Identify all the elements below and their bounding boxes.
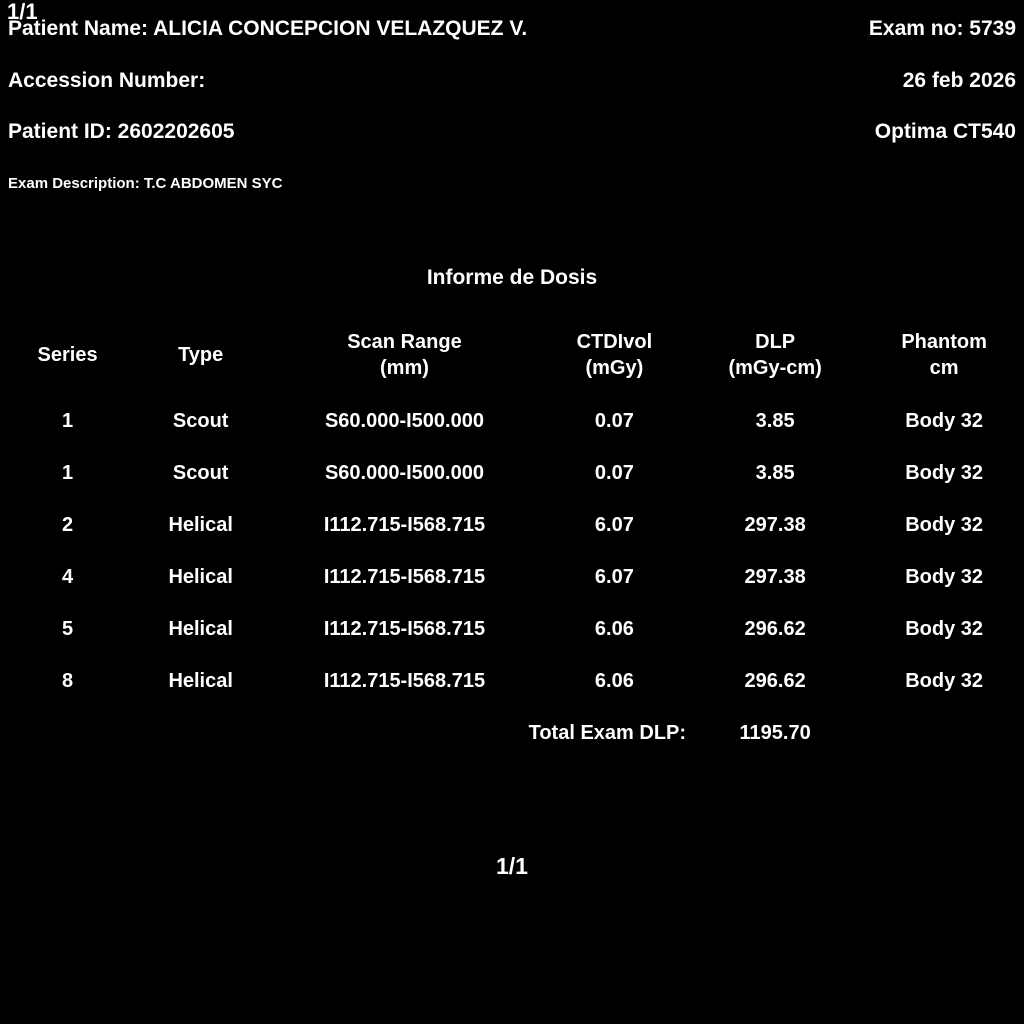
exam-description: Exam Description: T.C ABDOMEN SYC [8, 175, 283, 192]
cell-ctdivol: 0.07 [594, 409, 634, 432]
cell-phantom: Body 32 [905, 565, 984, 588]
total-exam-dlp-value: 1195.70 [739, 721, 811, 744]
patient-id: Patient ID: 2602202605 [8, 120, 235, 143]
header-row-3: Patient ID: 2602202605 Optima CT540 [8, 119, 1016, 145]
cell-phantom: Body 32 [905, 513, 984, 536]
cell-ctdivol: 6.07 [594, 513, 634, 536]
dose-table-header-row: Series Type Scan Range (mm) CTDIvol (mGy) … [0, 315, 1024, 395]
column-header-dlp: DLP (mGy-cm) [728, 331, 822, 379]
table-row: 4 Helical I112.715-I568.715 6.07 297.38 … [0, 551, 1024, 603]
scanner-model: Optima CT540 [874, 120, 1016, 143]
report-title: Informe de Dosis [426, 266, 598, 289]
patient-name: Patient Name: ALICIA CONCEPCION VELAZQUE… [8, 17, 528, 40]
cell-dlp: 296.62 [744, 617, 806, 640]
cell-ctdivol: 6.06 [594, 617, 634, 640]
table-row: 5 Helical I112.715-I568.715 6.06 296.62 … [0, 603, 1024, 655]
cell-phantom: Body 32 [905, 461, 984, 484]
cell-dlp: 3.85 [755, 461, 795, 484]
cell-scan-range: S60.000-I500.000 [324, 461, 484, 484]
accession-number: Accession Number: [8, 69, 206, 92]
page-indicator-bottom: 1/1 [496, 853, 528, 879]
page-indicator-top: 1/1 [7, 0, 38, 24]
table-row: 1 Scout S60.000-I500.000 0.07 3.85 Body … [0, 395, 1024, 447]
cell-dlp: 297.38 [744, 565, 806, 588]
cell-dlp: 3.85 [755, 409, 795, 432]
cell-ctdivol: 0.07 [594, 461, 634, 484]
cell-scan-range: I112.715-I568.715 [323, 513, 486, 536]
cell-ctdivol: 6.07 [594, 565, 634, 588]
column-header-ctdivol: CTDIvol (mGy) [576, 331, 653, 379]
cell-dlp: 296.62 [744, 669, 806, 692]
column-header-phantom: Phantom cm [901, 331, 987, 379]
cell-type: Scout [172, 409, 229, 432]
exam-number: Exam no: 5739 [868, 17, 1016, 40]
cell-series: 1 [62, 409, 74, 432]
cell-type: Helical [168, 617, 233, 640]
dose-table: Series Type Scan Range (mm) CTDIvol (mGy) … [0, 315, 1024, 759]
cell-ctdivol: 6.06 [594, 669, 634, 692]
cell-series: 5 [62, 617, 74, 640]
cell-type: Helical [168, 565, 233, 588]
cell-phantom: Body 32 [905, 409, 984, 432]
cell-scan-range: I112.715-I568.715 [323, 565, 486, 588]
cell-series: 1 [62, 461, 74, 484]
cell-scan-range: S60.000-I500.000 [324, 409, 484, 432]
cell-type: Helical [168, 669, 233, 692]
cell-series: 4 [62, 565, 74, 588]
cell-series: 2 [62, 513, 74, 536]
cell-type: Helical [168, 513, 233, 536]
cell-phantom: Body 32 [905, 617, 984, 640]
table-row: 8 Helical I112.715-I568.715 6.06 296.62 … [0, 655, 1024, 707]
table-row: 2 Helical I112.715-I568.715 6.07 297.38 … [0, 499, 1024, 551]
column-header-type: Type [178, 344, 224, 366]
cell-phantom: Body 32 [905, 669, 984, 692]
cell-dlp: 297.38 [744, 513, 806, 536]
table-row: 1 Scout S60.000-I500.000 0.07 3.85 Body … [0, 447, 1024, 499]
cell-series: 8 [62, 669, 74, 692]
header-row-2: Accession Number: 26 feb 2026 [8, 68, 1016, 94]
exam-date: 26 feb 2026 [902, 69, 1016, 92]
cell-type: Scout [172, 461, 229, 484]
total-exam-dlp-label: Total Exam DLP: [528, 721, 687, 744]
cell-scan-range: I112.715-I568.715 [323, 617, 486, 640]
header-row-4: Exam Description: T.C ABDOMEN SYC [8, 171, 1016, 197]
header-row-1: Patient Name: ALICIA CONCEPCION VELAZQUE… [8, 16, 1016, 42]
column-header-series: Series [37, 344, 98, 366]
total-row: Total Exam DLP: 1195.70 [0, 707, 1024, 759]
column-header-scan-range: Scan Range (mm) [347, 331, 462, 379]
cell-scan-range: I112.715-I568.715 [323, 669, 486, 692]
